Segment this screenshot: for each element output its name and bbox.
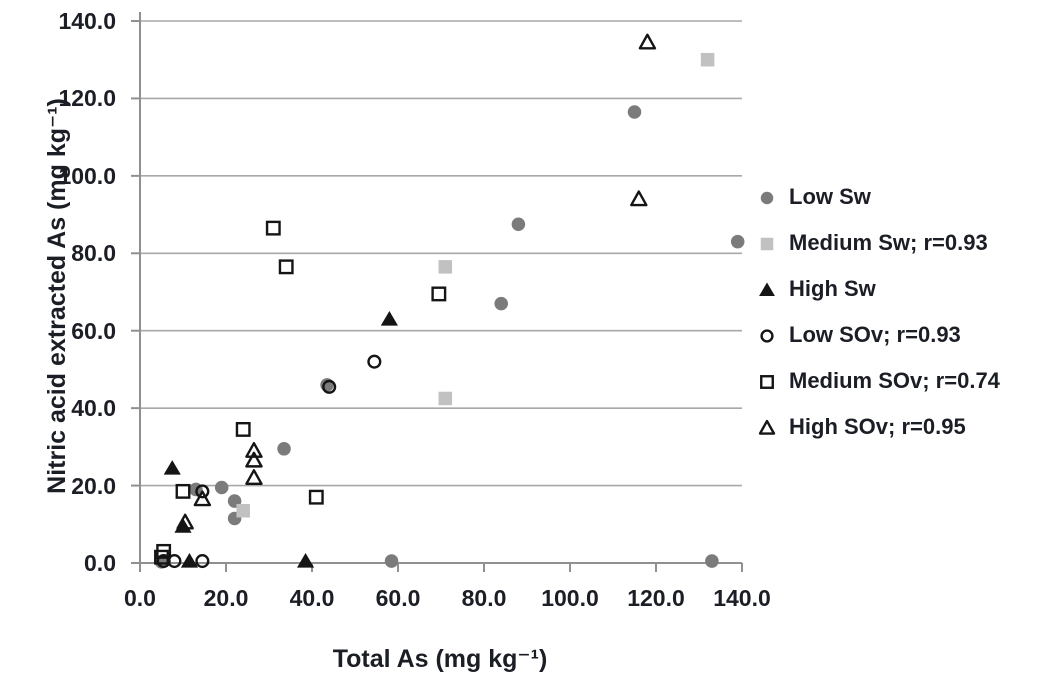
data-point-marker bbox=[245, 441, 263, 458]
data-point-marker bbox=[193, 490, 212, 507]
circle-legend-icon bbox=[760, 191, 774, 204]
legend-item-label: Low Sw bbox=[789, 183, 871, 209]
y-tick-label: 80.0 bbox=[71, 240, 116, 267]
y-tick-label: 120.0 bbox=[58, 85, 116, 112]
data-point-marker bbox=[245, 451, 263, 468]
open-triangle-legend-icon bbox=[758, 419, 776, 435]
x-tick-label: 40.0 bbox=[289, 585, 335, 611]
data-point-marker bbox=[156, 543, 172, 559]
data-point-marker bbox=[638, 33, 657, 50]
y-tick-label: 20.0 bbox=[71, 472, 116, 499]
data-point-marker bbox=[760, 237, 774, 250]
data-point-marker bbox=[627, 105, 642, 119]
y-tick-label: 40.0 bbox=[71, 395, 116, 422]
y-tick-label: 100.0 bbox=[58, 162, 116, 189]
legend: Low Sw Medium Sw; r=0.93 High Sw Low SOv; r… bbox=[756, 184, 1000, 460]
y-tick-label: 60.0 bbox=[71, 317, 116, 344]
data-point-marker bbox=[195, 484, 210, 499]
data-point-marker bbox=[494, 296, 508, 311]
data-point-marker bbox=[384, 554, 399, 568]
y-tick-label: 140.0 bbox=[58, 8, 116, 34]
data-point-marker bbox=[730, 234, 745, 249]
x-tick-label: 100.0 bbox=[541, 585, 599, 611]
legend-item-label: High SOv; r=0.95 bbox=[789, 413, 966, 439]
legend-item: High Sw bbox=[756, 276, 1000, 301]
legend-item-label: Medium SOv; r=0.74 bbox=[789, 367, 1000, 393]
open-square-legend-icon bbox=[760, 374, 774, 389]
data-point-marker bbox=[705, 554, 719, 568]
legend-item-label: Low SOv; r=0.93 bbox=[789, 321, 961, 347]
data-point-marker bbox=[367, 354, 382, 369]
legend-item-label: Medium Sw; r=0.93 bbox=[789, 229, 988, 255]
data-point-marker bbox=[759, 282, 775, 296]
data-point-marker bbox=[438, 260, 453, 274]
data-point-marker bbox=[214, 480, 229, 495]
data-point-marker bbox=[163, 460, 181, 475]
data-point-marker bbox=[195, 554, 210, 569]
data-point-marker bbox=[630, 190, 648, 207]
square-legend-icon bbox=[760, 237, 774, 250]
x-tick-label: 120.0 bbox=[627, 585, 685, 611]
x-tick-label: 140.0 bbox=[713, 585, 771, 611]
open-circle-legend-icon bbox=[760, 328, 774, 343]
x-axis-title: Total As (mg kg⁻¹) bbox=[332, 645, 548, 673]
x-tick-label: 60.0 bbox=[375, 585, 421, 611]
data-point-marker bbox=[322, 379, 337, 394]
data-point-marker bbox=[438, 391, 453, 406]
data-point-marker bbox=[180, 553, 199, 568]
data-point-marker bbox=[235, 421, 251, 437]
data-point-marker bbox=[431, 286, 447, 302]
data-point-marker bbox=[760, 328, 774, 343]
legend-item: Low SOv; r=0.93 bbox=[756, 322, 1000, 347]
legend-item: Low Sw bbox=[756, 184, 1000, 209]
data-point-marker bbox=[308, 489, 324, 505]
data-point-marker bbox=[296, 553, 315, 568]
legend-item: Medium SOv; r=0.74 bbox=[756, 368, 1000, 393]
data-point-marker bbox=[265, 220, 281, 236]
data-point-marker bbox=[380, 311, 398, 326]
x-tick-label: 20.0 bbox=[203, 585, 249, 611]
legend-item: High SOv; r=0.95 bbox=[756, 414, 1000, 439]
data-point-marker bbox=[758, 419, 776, 435]
x-tick-label: 0.0 bbox=[124, 585, 156, 611]
data-point-marker bbox=[760, 374, 774, 389]
legend-item: Medium Sw; r=0.93 bbox=[756, 230, 1000, 255]
data-point-marker bbox=[700, 52, 715, 67]
data-point-marker bbox=[278, 259, 294, 275]
data-point-marker bbox=[175, 483, 191, 499]
legend-item-label: High Sw bbox=[789, 275, 876, 301]
triangle-legend-icon bbox=[759, 282, 775, 296]
data-point-marker bbox=[176, 513, 194, 530]
data-point-marker bbox=[760, 191, 774, 204]
data-point-marker bbox=[277, 442, 291, 456]
data-point-marker bbox=[511, 217, 526, 232]
y-tick-label: 0.0 bbox=[84, 550, 116, 576]
data-point-marker bbox=[245, 469, 263, 486]
data-point-marker bbox=[236, 503, 250, 518]
y-axis-title: Nitric acid extracted As (mg kg⁻¹) bbox=[43, 98, 71, 494]
x-tick-label: 80.0 bbox=[461, 585, 507, 611]
